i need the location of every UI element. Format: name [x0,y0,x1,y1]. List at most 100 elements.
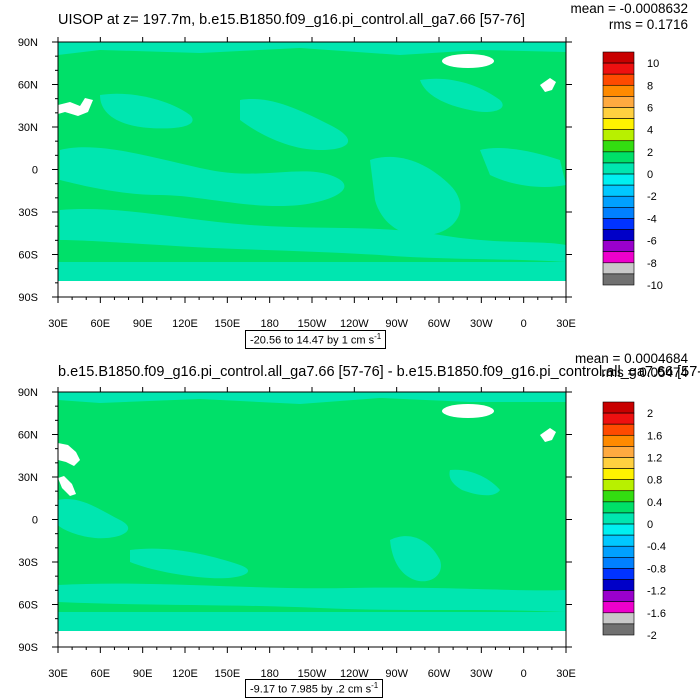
contour-range-text: -9.17 to 7.985 by .2 cm s [250,683,372,696]
colorbar-swatch [602,273,635,286]
colorbar-label: 0 [647,519,653,531]
map-field [58,42,566,297]
plot-title: UISOP at z= 197.7m, b.e15.B1850.f09_g16.… [58,12,525,28]
x-tick-label: 180 [260,318,278,330]
map-plot: 30E 60E 90E 120E 150E 180 150W 120W 90W 60W 30W 0 30… [18,387,666,680]
colorbar-swatch [602,151,635,164]
colorbar-swatch [602,229,635,241]
colorbar-label: 8 [647,80,653,92]
map-bands [58,42,566,281]
colorbar-label: -4 [647,213,657,225]
x-tick-label: 30E [556,668,576,680]
y-tick-label: 30S [18,557,38,569]
colorbar-label: -6 [647,236,657,248]
colorbar-swatch [602,51,635,64]
colorbar-swatch [602,601,635,614]
colorbar-swatch [602,84,635,97]
x-tick-label: 60E [91,318,111,330]
x-tick-label: 180 [260,668,278,680]
colorbar-label: -1.2 [647,586,666,598]
y-tick-label: 60S [18,600,38,612]
land-patch-east [540,428,556,442]
colorbar-swatch [602,590,635,603]
x-tick-label: 150W [298,668,327,680]
colorbar-swatch [602,623,635,636]
colorbar: 2 1.6 1.2 0.8 0.4 0 -0.4 -0.8 -1.2 -1.6 -2 [602,401,666,642]
colorbar-swatch [602,262,635,275]
colorbar-swatch [602,534,635,547]
colorbar-swatch [602,457,635,469]
colorbar-swatch [602,612,635,625]
colorbar-swatch [602,184,635,197]
colorbar-label: 2 [647,147,653,159]
y-axis: 90N 60N 30N 0 30S 60S 90S [18,37,572,304]
x-tick-label: 30E [48,318,68,330]
colorbar-swatch [602,73,635,86]
southern-mask [58,631,566,647]
southern-mask [58,281,566,297]
colorbar-swatch [602,162,635,175]
y-tick-label: 90N [18,387,38,399]
mean-label: mean = 0.0004684 [575,351,688,366]
colorbar-swatch [602,107,635,119]
colorbar-label: -8 [647,258,657,270]
colorbar-swatch [602,401,635,414]
colorbar-swatch [602,446,635,458]
x-tick-label: 90E [133,668,153,680]
colorbar-label: 1.2 [647,452,662,464]
colorbar-swatch [602,579,635,591]
x-axis: 30E 60E 90E 120E 150E 180 150W 120W 90W 60W 30W 0 30… [48,387,576,680]
y-tick-label: 90S [18,292,38,304]
land-patch-arctic [442,54,494,68]
x-tick-label: 60E [91,668,111,680]
x-tick-label: 90W [385,318,408,330]
x-tick-label: 150E [214,318,240,330]
colorbar-label: 2 [647,408,653,420]
colorbar-swatch [602,218,635,230]
x-tick-label: 0 [521,668,527,680]
y-tick-label: 90N [18,37,38,49]
y-tick-label: 60N [18,80,38,92]
rms-label: rms = 0.05474 [601,365,688,380]
colorbar-label: -2 [647,630,657,642]
unit-exponent: -1 [371,681,379,690]
map-bands [58,392,566,631]
land-patch-west [58,443,80,466]
colorbar-swatch [602,434,635,447]
colorbar-swatch [602,479,635,492]
colorbar-label: -10 [647,280,663,292]
colorbar-label: -0.4 [647,541,666,553]
colorbar-label: 0.8 [647,475,662,487]
colorbar-swatch [602,523,635,536]
y-tick-label: 0 [32,165,38,177]
colorbar-label: 1.6 [647,430,662,442]
x-tick-label: 30E [48,668,68,680]
colorbar-swatch [602,251,635,264]
colorbar-swatch [602,240,635,253]
colorbar-label: -0.8 [647,563,666,575]
land-patch-west [58,98,93,116]
y-tick-label: 30S [18,207,38,219]
contour-range-box: -9.17 to 7.985 by .2 cm s-1 [245,679,384,698]
colorbar-swatch [602,412,635,425]
colorbar-swatch [602,173,635,186]
colorbar: 10 8 6 4 2 0 -2 -4 -6 -8 -10 [602,51,663,292]
colorbar-label: 10 [647,58,659,70]
colorbar-swatch [602,568,635,580]
mean-label: mean = -0.0008632 [570,1,688,16]
colorbar-swatch [602,468,635,480]
plot-title: b.e15.B1850.f09_g16.pi_control.all_ga7.6… [58,364,700,380]
x-tick-label: 30E [556,318,576,330]
map-land [58,54,566,297]
land-patch-arctic [442,404,494,418]
contour-range-box: -20.56 to 14.47 by 1 cm s-1 [245,330,387,349]
land-patch-small [58,476,76,496]
colorbar-swatch [602,207,635,219]
colorbar-label: 0.4 [647,497,662,509]
panel-bottom: b.e15.B1850.f09_g16.pi_control.all_ga7.6… [0,350,700,700]
colorbar-label: 6 [647,102,653,114]
colorbar-swatch [602,62,635,75]
x-tick-label: 150W [298,318,327,330]
x-tick-label: 120W [340,318,369,330]
colorbar-swatch [602,557,635,569]
